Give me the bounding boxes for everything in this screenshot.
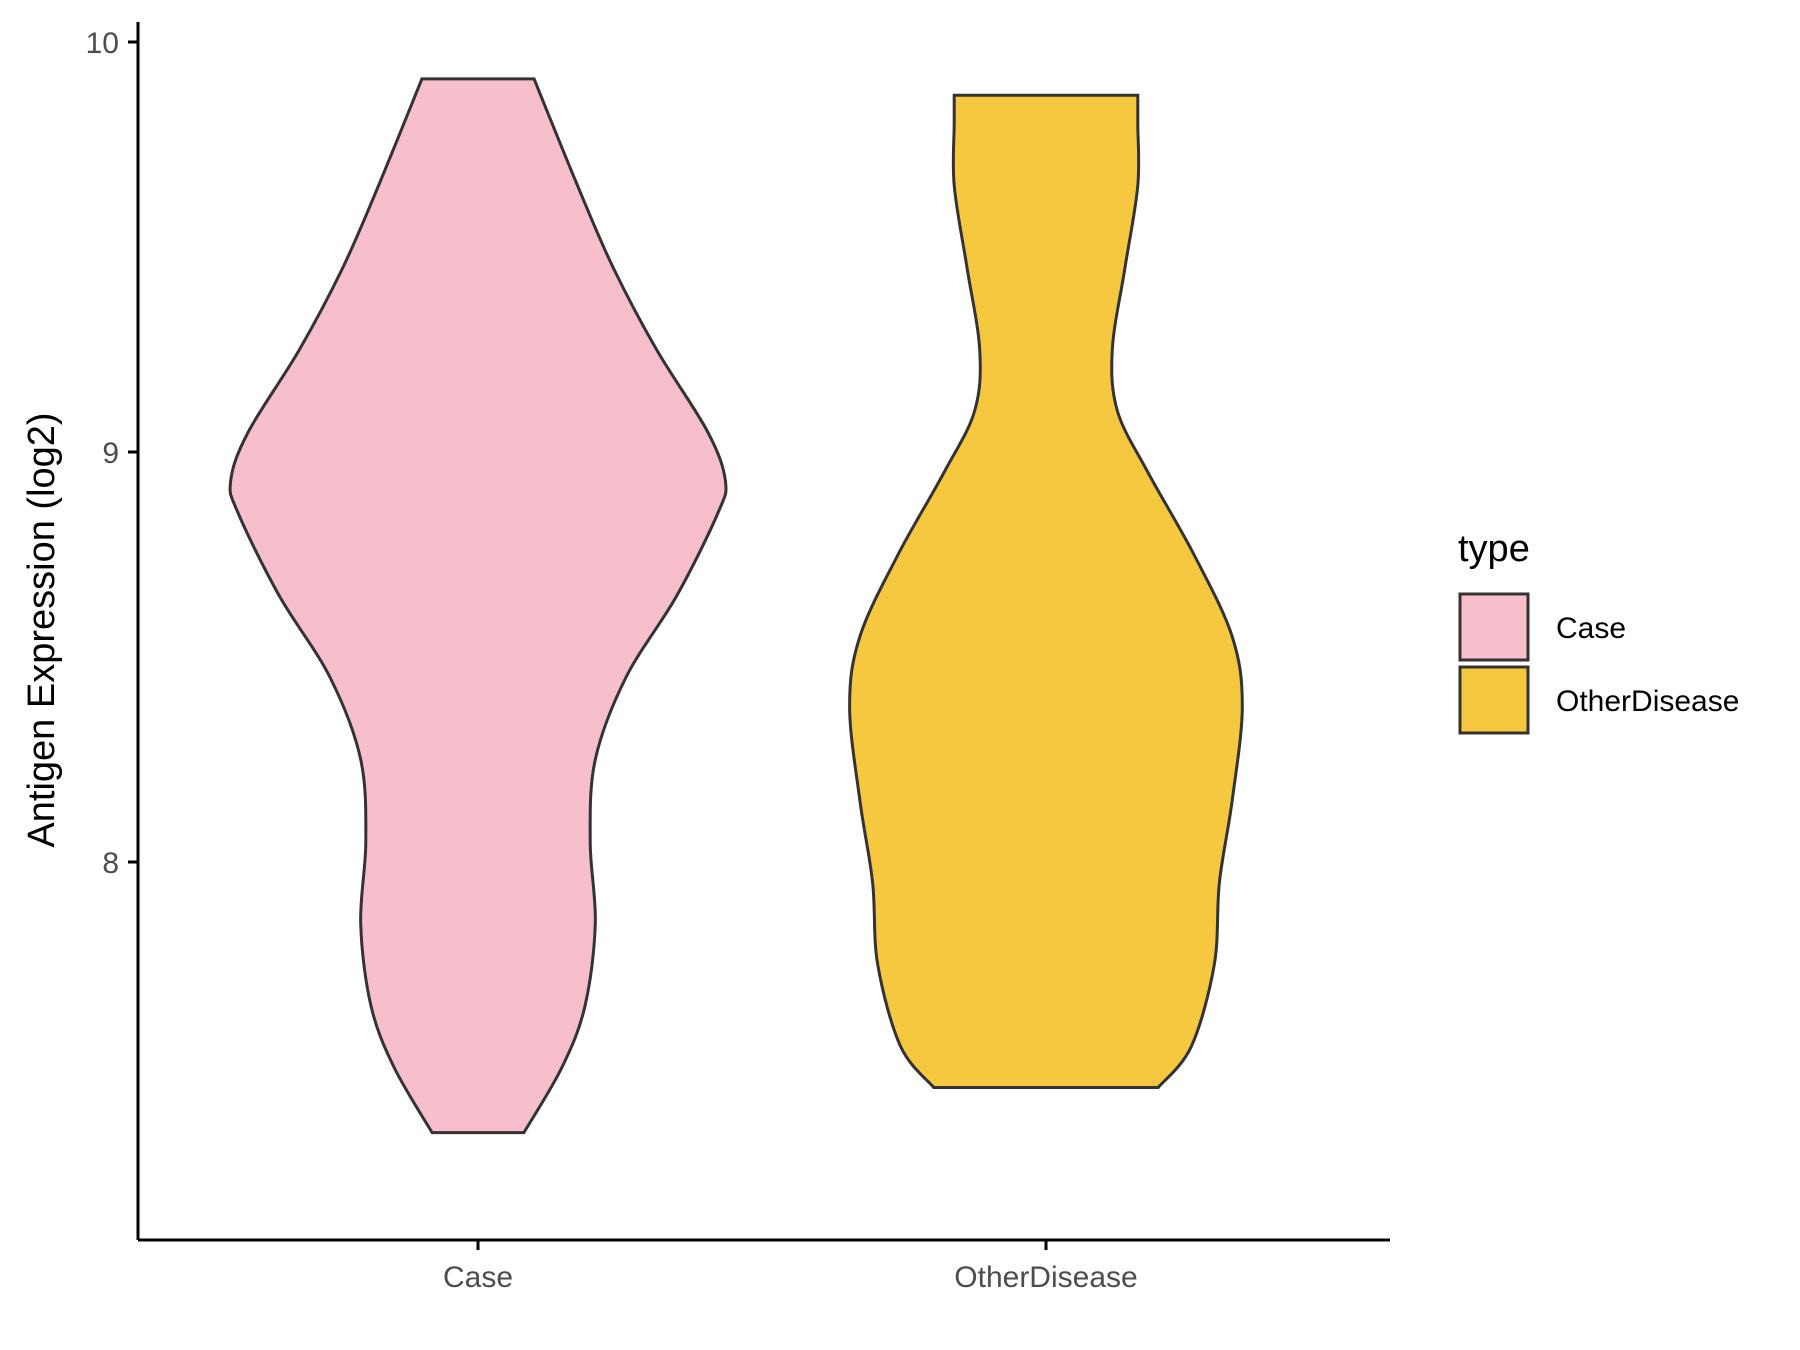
legend-label: Case bbox=[1556, 612, 1626, 645]
violin-otherdisease bbox=[848, 93, 1244, 1089]
axes-layer bbox=[136, 22, 1390, 1242]
y-tick-label: 10 bbox=[86, 27, 119, 60]
y-axis-title: Antigen Expression (log2) bbox=[21, 412, 63, 847]
y-tick-label: 9 bbox=[102, 437, 119, 470]
legend-key-otherdisease bbox=[1458, 665, 1530, 735]
x-tick-label: Case bbox=[443, 1261, 513, 1294]
legend-key-case bbox=[1458, 592, 1530, 662]
violins-layer bbox=[228, 77, 1244, 1135]
y-ticks: 8 9 10 bbox=[86, 27, 138, 880]
x-tick-label: OtherDisease bbox=[954, 1261, 1137, 1294]
legend: type Case OtherDisease bbox=[1458, 528, 1739, 735]
violin-case bbox=[228, 77, 728, 1135]
y-tick-label: 8 bbox=[102, 847, 119, 880]
legend-label: OtherDisease bbox=[1556, 685, 1739, 718]
x-ticks: Case OtherDisease bbox=[443, 1240, 1138, 1294]
legend-title: type bbox=[1458, 528, 1530, 570]
